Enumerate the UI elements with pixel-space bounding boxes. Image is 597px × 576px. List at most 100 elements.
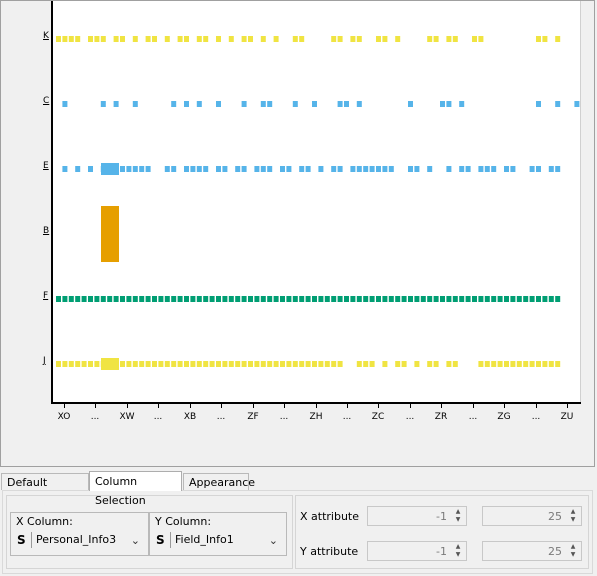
data-point bbox=[427, 361, 433, 367]
x-column-select[interactable]: S Personal_Info3 ⌄ bbox=[15, 531, 144, 551]
spinner-buttons: ▲ ▼ bbox=[451, 543, 465, 559]
data-point bbox=[472, 296, 477, 302]
data-point bbox=[107, 296, 113, 302]
data-point bbox=[216, 296, 221, 302]
x-tick-label: ... bbox=[279, 412, 289, 422]
data-point bbox=[299, 296, 305, 302]
data-point bbox=[536, 166, 541, 172]
data-point bbox=[324, 361, 330, 367]
data-point bbox=[478, 36, 484, 42]
y-attribute-min-spinner[interactable]: -1 ▲ ▼ bbox=[367, 541, 467, 561]
plot-area[interactable] bbox=[53, 1, 581, 403]
spin-down-icon[interactable]: ▼ bbox=[570, 516, 576, 523]
data-point bbox=[88, 166, 93, 172]
x-tick-label: ... bbox=[342, 412, 352, 422]
data-point bbox=[440, 101, 445, 107]
data-point bbox=[292, 361, 298, 367]
chevron-down-icon[interactable]: ⌄ bbox=[268, 534, 278, 547]
data-point bbox=[548, 166, 554, 172]
x-axis bbox=[51, 402, 581, 404]
data-point bbox=[331, 361, 337, 367]
data-point bbox=[382, 296, 388, 302]
data-point bbox=[203, 166, 209, 172]
data-point bbox=[395, 36, 401, 42]
data-point bbox=[356, 166, 362, 172]
data-point bbox=[209, 361, 215, 367]
data-point bbox=[555, 166, 561, 172]
x-tick bbox=[221, 404, 222, 408]
x-attribute-max-spinner[interactable]: 25 ▲ ▼ bbox=[482, 506, 582, 526]
data-point bbox=[139, 296, 145, 302]
data-point bbox=[81, 361, 87, 367]
data-point bbox=[132, 36, 138, 42]
x-column-value: Personal_Info3 bbox=[36, 533, 117, 546]
tab-appearance[interactable]: Appearance bbox=[183, 473, 255, 490]
x-column-combo[interactable]: X Column: S Personal_Info3 ⌄ bbox=[10, 512, 149, 556]
x-attribute-min-spinner[interactable]: -1 ▲ ▼ bbox=[367, 506, 467, 526]
tab-column-selection[interactable]: Column Selection bbox=[89, 471, 182, 507]
x-tick bbox=[158, 404, 159, 408]
data-point bbox=[536, 296, 541, 302]
data-point bbox=[401, 296, 407, 302]
y-column-combo[interactable]: Y Column: S Field_Info1 ⌄ bbox=[149, 512, 287, 556]
data-point bbox=[164, 36, 170, 42]
spin-down-icon[interactable]: ▼ bbox=[455, 516, 461, 523]
data-point bbox=[324, 296, 330, 302]
data-point bbox=[388, 166, 394, 172]
data-point bbox=[478, 361, 484, 367]
y-column-label: Y Column: bbox=[155, 515, 212, 528]
spin-up-icon[interactable]: ▲ bbox=[455, 543, 461, 550]
data-point bbox=[62, 36, 68, 42]
spin-up-icon[interactable]: ▲ bbox=[455, 508, 461, 515]
data-point bbox=[414, 296, 420, 302]
data-point bbox=[529, 296, 535, 302]
data-point bbox=[516, 361, 522, 367]
data-point bbox=[139, 361, 145, 367]
chevron-down-icon[interactable]: ⌄ bbox=[130, 534, 140, 547]
data-point bbox=[113, 36, 119, 42]
data-point bbox=[254, 296, 260, 302]
spin-up-icon[interactable]: ▲ bbox=[570, 508, 576, 515]
data-point bbox=[280, 296, 285, 302]
string-type-icon: S bbox=[156, 533, 165, 547]
spin-down-icon[interactable]: ▼ bbox=[570, 551, 576, 558]
data-point bbox=[452, 36, 458, 42]
data-point bbox=[120, 296, 125, 302]
spin-up-icon[interactable]: ▲ bbox=[570, 543, 576, 550]
y-column-select[interactable]: S Field_Info1 ⌄ bbox=[154, 531, 282, 551]
data-point bbox=[459, 101, 465, 107]
data-point bbox=[203, 361, 209, 367]
data-point bbox=[203, 36, 209, 42]
data-point bbox=[356, 361, 362, 367]
scatter-marks bbox=[56, 36, 580, 370]
data-point bbox=[286, 361, 292, 367]
data-point bbox=[510, 166, 516, 172]
data-point bbox=[273, 36, 279, 42]
data-point bbox=[196, 36, 202, 42]
data-point bbox=[401, 361, 407, 367]
tab-default-settings[interactable]: Default Settings bbox=[1, 473, 89, 506]
data-point bbox=[260, 101, 266, 107]
data-point bbox=[132, 296, 138, 302]
data-point bbox=[491, 296, 497, 302]
y-attribute-max-spinner[interactable]: 25 ▲ ▼ bbox=[482, 541, 582, 561]
data-point bbox=[382, 36, 388, 42]
data-point bbox=[459, 296, 465, 302]
x-attribute-min-value: -1 bbox=[436, 510, 447, 523]
data-point bbox=[62, 361, 68, 367]
data-point bbox=[62, 166, 68, 172]
data-point bbox=[126, 296, 132, 302]
data-point bbox=[337, 166, 343, 172]
data-point bbox=[100, 296, 106, 302]
data-point bbox=[292, 101, 298, 107]
divider bbox=[170, 532, 171, 548]
y-axis bbox=[51, 1, 53, 403]
data-point bbox=[62, 101, 68, 107]
data-point bbox=[216, 36, 221, 42]
data-point bbox=[228, 36, 234, 42]
data-point bbox=[369, 166, 375, 172]
y-column-value: Field_Info1 bbox=[175, 533, 234, 546]
spin-down-icon[interactable]: ▼ bbox=[455, 551, 461, 558]
data-point bbox=[62, 296, 68, 302]
data-point bbox=[75, 36, 81, 42]
